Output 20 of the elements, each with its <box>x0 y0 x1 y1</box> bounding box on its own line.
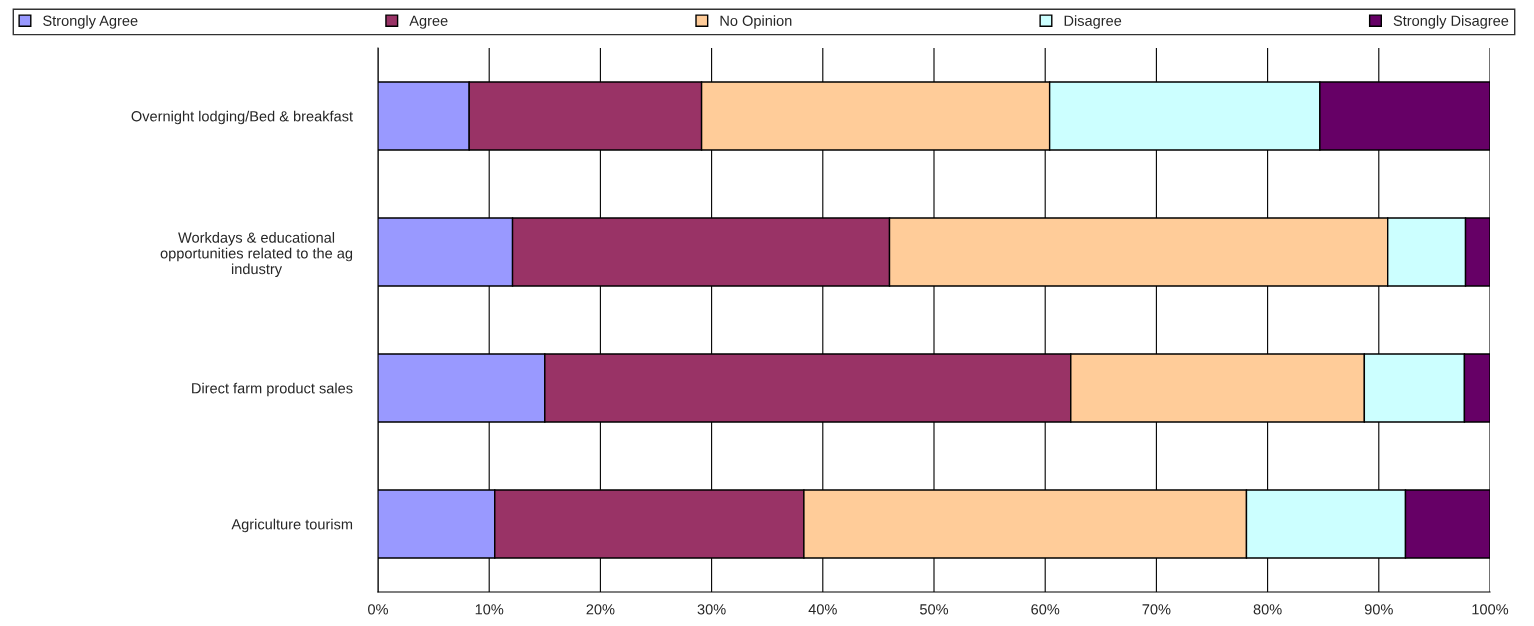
legend-label: No Opinion <box>720 15 792 29</box>
y-tick-label: Overnight lodging/Bed & breakfast <box>131 110 353 125</box>
x-tick-label: 80% <box>1253 604 1282 615</box>
x-tick-label: 70% <box>1142 604 1171 615</box>
x-tick-label: 50% <box>919 604 949 615</box>
legend-label: Strongly Disagree <box>1393 15 1509 29</box>
x-tick-label: 0% <box>368 604 389 615</box>
x-tick-label: 40% <box>808 604 837 615</box>
x-tick-label: 100% <box>1472 604 1509 615</box>
legend-label: Strongly Agree <box>43 15 138 29</box>
legend-label: Disagree <box>1064 15 1122 29</box>
x-tick-label: 10% <box>475 604 504 615</box>
x-tick-label: 30% <box>697 604 726 615</box>
y-tick-label: Direct farm product sales <box>192 382 353 397</box>
x-tick-label: 90% <box>1364 604 1393 615</box>
legend-label: Agree <box>409 15 448 29</box>
y-tick-label: Agriculture tourism <box>231 518 353 533</box>
y-tick-label: Workdays & educational opportunities related to the ag industry <box>160 232 353 278</box>
x-tick-label: 60% <box>1031 604 1060 615</box>
x-tick-label: 20% <box>586 604 615 615</box>
